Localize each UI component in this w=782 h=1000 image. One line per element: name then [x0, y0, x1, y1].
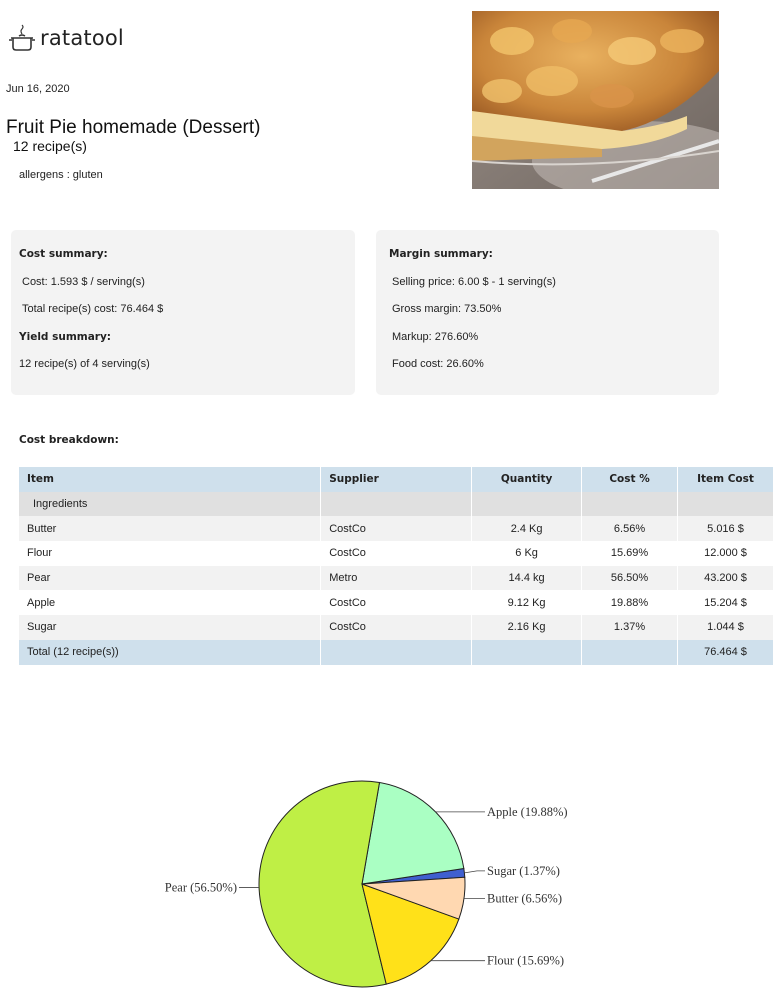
cell-supplier: CostCo	[320, 615, 473, 640]
table-row: Sugar CostCo 2.16 Kg 1.37% 1.044 $	[19, 615, 774, 640]
cell-item: Sugar	[19, 615, 322, 640]
cost-breakdown-table: Item Supplier Quantity Cost % Item Cost …	[19, 467, 774, 665]
table-row: Butter CostCo 2.4 Kg 6.56% 5.016 $	[19, 516, 774, 542]
cost-summary-card: Cost summary: Cost: 1.593 $ / serving(s)…	[11, 230, 355, 395]
section-label: Ingredients	[19, 491, 322, 517]
cost-pie-chart: Sugar (1.37%) Apple (19.88%) Pear (56.50%)…	[165, 780, 568, 988]
yield-summary-heading: Yield summary:	[19, 331, 112, 343]
cell-supplier: CostCo	[320, 590, 473, 616]
cell-supplier: CostCo	[320, 516, 473, 542]
cell-quantity: 9.12 Kg	[471, 590, 583, 616]
cell-quantity: 2.4 Kg	[471, 516, 583, 542]
cell-item-cost: 1.044 $	[677, 615, 774, 640]
margin-summary-heading: Margin summary:	[389, 248, 493, 260]
table-row: Pear Metro 14.4 kg 56.50% 43.200 $	[19, 565, 774, 591]
markup: Markup: 276.60%	[392, 331, 479, 343]
pie-label: Apple (19.88%)	[487, 805, 568, 819]
pie-label: Flour (15.69%)	[487, 954, 564, 968]
cell-cost-percent: 56.50%	[581, 565, 678, 591]
cell-item: Apple	[19, 590, 322, 616]
cooking-pot-icon	[9, 24, 35, 51]
table-row: Apple CostCo 9.12 Kg 19.88% 15.204 $	[19, 590, 774, 616]
section-row-ingredients: Ingredients	[19, 491, 774, 517]
cell-cost-percent: 1.37%	[581, 615, 678, 640]
column-header-supplier: Supplier	[320, 467, 473, 492]
cell-item-cost: 12.000 $	[677, 541, 774, 566]
recipe-title: Fruit Pie homemade (Dessert)	[6, 117, 261, 138]
pie-slice	[258, 780, 387, 988]
fruit-pie-photo	[472, 11, 719, 189]
cost-summary-heading: Cost summary:	[19, 248, 108, 260]
cell-quantity: 6 Kg	[471, 541, 583, 566]
cell-supplier: CostCo	[320, 541, 473, 566]
gross-margin: Gross margin: 73.50%	[392, 303, 502, 315]
selling-price: Selling price: 6.00 $ - 1 serving(s)	[392, 276, 556, 288]
table-header-row: Item Supplier Quantity Cost % Item Cost	[19, 467, 774, 492]
brand-logo: ratatool	[8, 22, 124, 54]
cell-item-cost: 15.204 $	[677, 590, 774, 616]
cell-item-cost: 5.016 $	[677, 516, 774, 542]
column-header-quantity: Quantity	[471, 467, 583, 492]
cost-breakdown-title: Cost breakdown:	[19, 434, 119, 446]
pie-slice	[361, 883, 460, 985]
cell-cost-percent: 15.69%	[581, 541, 678, 566]
total-label: Total (12 recipe(s))	[19, 639, 322, 665]
cost-per-serving: Cost: 1.593 $ / serving(s)	[22, 276, 145, 288]
cell-item: Butter	[19, 516, 322, 542]
total-value: 76.464 $	[677, 639, 774, 665]
pie-label: Sugar (1.37%)	[487, 864, 560, 878]
cell-cost-percent: 6.56%	[581, 516, 678, 542]
table-row: Flour CostCo 6 Kg 15.69% 12.000 $	[19, 541, 774, 566]
cell-item-cost: 43.200 $	[677, 565, 774, 591]
food-cost: Food cost: 26.60%	[392, 358, 484, 370]
cell-item: Pear	[19, 565, 322, 591]
allergens-label: allergens : gluten	[19, 169, 103, 181]
total-row: Total (12 recipe(s)) 76.464 $	[19, 639, 774, 665]
pie-leader-line	[464, 870, 485, 874]
total-recipe-cost: Total recipe(s) cost: 76.464 $	[22, 303, 164, 315]
column-header-cost-percent: Cost %	[581, 467, 678, 492]
brand-name: ratatool	[40, 26, 124, 50]
pie-label: Pear (56.50%)	[165, 880, 237, 894]
recipe-count: 12 recipe(s)	[13, 138, 87, 154]
cell-cost-percent: 19.88%	[581, 590, 678, 616]
pie-label: Butter (6.56%)	[487, 891, 562, 905]
cell-item: Flour	[19, 541, 322, 566]
cell-quantity: 2.16 Kg	[471, 615, 583, 640]
yield-summary-value: 12 recipe(s) of 4 serving(s)	[19, 358, 150, 370]
column-header-item-cost: Item Cost	[677, 467, 774, 492]
recipe-date: Jun 16, 2020	[6, 83, 70, 95]
cell-supplier: Metro	[320, 565, 473, 591]
cell-quantity: 14.4 kg	[471, 565, 583, 591]
margin-summary-card: Margin summary: Selling price: 6.00 $ - …	[376, 230, 719, 395]
column-header-item: Item	[19, 467, 322, 492]
